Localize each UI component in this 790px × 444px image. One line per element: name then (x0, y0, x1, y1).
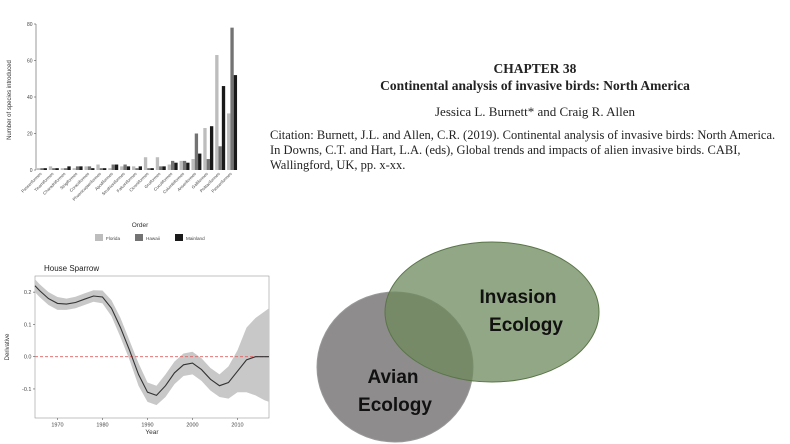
venn-diagram: Invasion Ecology Avian Ecology (316, 241, 600, 443)
bar-mainland-9 (150, 168, 154, 170)
line-chart-confidence-band (35, 279, 269, 406)
line-chart-x-tick-label: 1980 (96, 423, 108, 429)
bar-hawaii-6 (111, 164, 115, 170)
bar-chart: Number of species introduced 0 20 40 60 80 P… (7, 22, 238, 241)
chapter-title: Continental analysis of invasive birds: … (380, 78, 690, 93)
bar-chart-ylabel: Number of species introduced (7, 60, 13, 140)
venn-label-invasion-1: Invasion (479, 287, 556, 308)
bar-legend-label-mainland: Mainland (186, 236, 205, 241)
bar-mainland-1 (55, 168, 59, 170)
bar-legend-label-hawaii: Hawaii (146, 236, 160, 241)
bar-florida-5 (96, 164, 100, 170)
venn-label-invasion-2: Ecology (489, 315, 563, 336)
bar-florida-0 (36, 168, 41, 170)
bar-chart-y-tick-label: 80 (27, 22, 33, 28)
bar-chart-legend: Florida Hawaii Mainland (95, 234, 205, 241)
line-chart-x-tick-label: 1970 (51, 423, 63, 429)
bar-chart-y-tick-label: 60 (27, 59, 33, 65)
line-chart: House Sparrow -0.1 0.0 0.1 0.2 1970 1980 1990… (5, 264, 270, 436)
bar-mainland-3 (79, 166, 83, 170)
bar-hawaii-1 (52, 168, 56, 170)
bar-florida-6 (108, 168, 112, 170)
bar-chart-bars (36, 27, 238, 171)
bar-florida-8 (132, 166, 136, 170)
bar-hawaii-13 (194, 133, 199, 170)
bar-chart-y-tick-label: 0 (30, 168, 33, 174)
venn-label-avian-2: Ecology (358, 395, 432, 416)
bar-mainland-6 (114, 164, 119, 170)
bar-mainland-0 (43, 168, 47, 170)
line-chart-y-tick-label: 0.1 (24, 322, 32, 328)
bar-florida-7 (120, 166, 124, 170)
bar-mainland-11 (174, 162, 178, 170)
line-chart-y-ticks: -0.1 0.0 0.1 0.2 (22, 290, 35, 393)
bar-chart-x-ticks: PasseriformesTinamiformesCharadriiformes… (20, 171, 233, 202)
bar-florida-3 (72, 168, 76, 170)
bar-mainland-8 (138, 166, 142, 170)
bar-florida-13 (191, 159, 195, 170)
bar-mainland-14 (209, 126, 214, 170)
line-chart-x-ticks: 1970 1980 1990 2000 2010 (51, 418, 244, 429)
bar-legend-label-florida: Florida (106, 236, 120, 241)
line-chart-y-tick-label: 0.2 (24, 290, 32, 296)
bar-chart-y-tick-label: 40 (27, 95, 33, 101)
line-chart-series-line (34, 285, 269, 397)
venn-circle-invasion-ecology (384, 241, 600, 383)
bar-florida-12 (179, 160, 183, 170)
line-chart-xlabel: Year (145, 429, 159, 436)
bar-legend-swatch-florida (95, 234, 103, 241)
venn-label-avian-1: Avian (367, 367, 418, 388)
bar-florida-15 (215, 55, 219, 170)
citation: Citation: Burnett, J.L. and Allen, C.R. … (270, 128, 776, 172)
bar-florida-9 (143, 157, 148, 170)
bar-mainland-4 (91, 168, 95, 170)
bar-chart-y-tick-label: 20 (27, 132, 33, 138)
bar-mainland-16 (233, 75, 238, 170)
bar-mainland-5 (103, 168, 107, 170)
line-chart-title: House Sparrow (44, 264, 99, 273)
bar-florida-11 (167, 164, 171, 170)
bar-hawaii-0 (40, 168, 44, 170)
bar-florida-10 (155, 157, 160, 170)
line-chart-x-tick-label: 2000 (186, 423, 198, 429)
bar-hawaii-11 (170, 160, 175, 170)
line-chart-ylabel: Derivative (5, 333, 11, 360)
bar-chart-y-ticks: 0 20 40 60 80 (27, 22, 37, 174)
bar-hawaii-14 (206, 159, 210, 170)
bar-mainland-15 (221, 86, 226, 170)
bar-mainland-13 (198, 153, 202, 170)
bar-hawaii-4 (87, 166, 92, 170)
bar-florida-2 (60, 168, 65, 170)
line-chart-x-tick-label: 2010 (231, 423, 243, 429)
bar-florida-1 (48, 166, 53, 170)
bar-florida-16 (227, 113, 231, 170)
bar-hawaii-3 (75, 166, 80, 170)
bar-mainland-12 (186, 162, 190, 170)
bar-hawaii-7 (123, 164, 127, 170)
authors: Jessica L. Burnett* and Craig R. Allen (434, 104, 636, 119)
line-chart-x-tick-label: 1990 (141, 423, 153, 429)
bar-florida-14 (203, 128, 207, 170)
bar-hawaii-10 (159, 166, 163, 170)
bar-legend-swatch-mainland (175, 234, 183, 241)
line-chart-y-tick-label: 0.0 (24, 355, 32, 361)
bar-mainland-10 (162, 166, 166, 170)
bar-florida-4 (84, 166, 88, 170)
line-chart-y-tick-label: -0.1 (22, 387, 31, 393)
bar-hawaii-5 (99, 168, 104, 170)
bar-legend-swatch-hawaii (135, 234, 143, 241)
bar-hawaii-15 (218, 146, 222, 170)
bar-mainland-2 (67, 166, 71, 170)
bar-hawaii-2 (64, 168, 68, 170)
bar-chart-xlabel: Order (132, 222, 149, 229)
bar-hawaii-12 (182, 160, 187, 170)
bar-mainland-7 (126, 166, 131, 170)
bar-hawaii-16 (230, 27, 234, 171)
bar-hawaii-8 (135, 168, 139, 170)
bar-hawaii-9 (147, 168, 151, 170)
chapter-number: CHAPTER 38 (493, 61, 577, 76)
